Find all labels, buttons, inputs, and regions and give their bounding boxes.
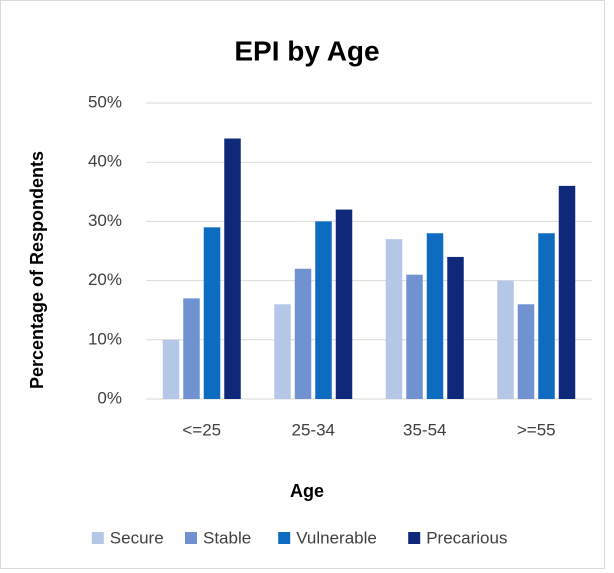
x-tick-label: 35-54 (403, 420, 446, 439)
x-tick-label: >=55 (517, 420, 556, 439)
legend-swatch (408, 532, 421, 544)
y-axis-title: Percentage of Respondents (27, 151, 47, 389)
bar (294, 268, 312, 399)
bar (224, 138, 241, 399)
y-tick-label: 20% (88, 270, 122, 289)
y-tick-label: 30% (88, 211, 122, 230)
legend-label: Precarious (426, 528, 507, 547)
bar (517, 304, 535, 399)
x-axis-title: Age (290, 481, 324, 501)
bar (385, 239, 403, 399)
legend-swatch (278, 532, 291, 544)
x-tick-label: <=25 (182, 420, 221, 439)
legend-swatch (185, 532, 197, 544)
y-tick-label: 0% (97, 388, 122, 407)
bar (538, 233, 555, 399)
bar (426, 233, 444, 399)
bar (162, 339, 180, 399)
legend-label: Secure (110, 528, 164, 547)
y-tick-label: 10% (88, 329, 122, 348)
bar (497, 280, 514, 399)
legend-swatch (91, 532, 104, 544)
x-tick-label: 25-34 (292, 420, 335, 439)
chart-title: EPI by Age (234, 35, 379, 66)
bar (335, 209, 353, 399)
legend-label: Stable (203, 528, 251, 547)
bar (203, 227, 221, 399)
bar (183, 298, 200, 399)
y-tick-label: 40% (88, 152, 122, 171)
bar (406, 274, 423, 399)
y-tick-label: 50% (88, 92, 122, 111)
bar (315, 221, 332, 399)
bar (274, 304, 291, 399)
bar (558, 185, 576, 399)
bar (447, 256, 464, 399)
legend-label: Vulnerable (296, 528, 377, 547)
